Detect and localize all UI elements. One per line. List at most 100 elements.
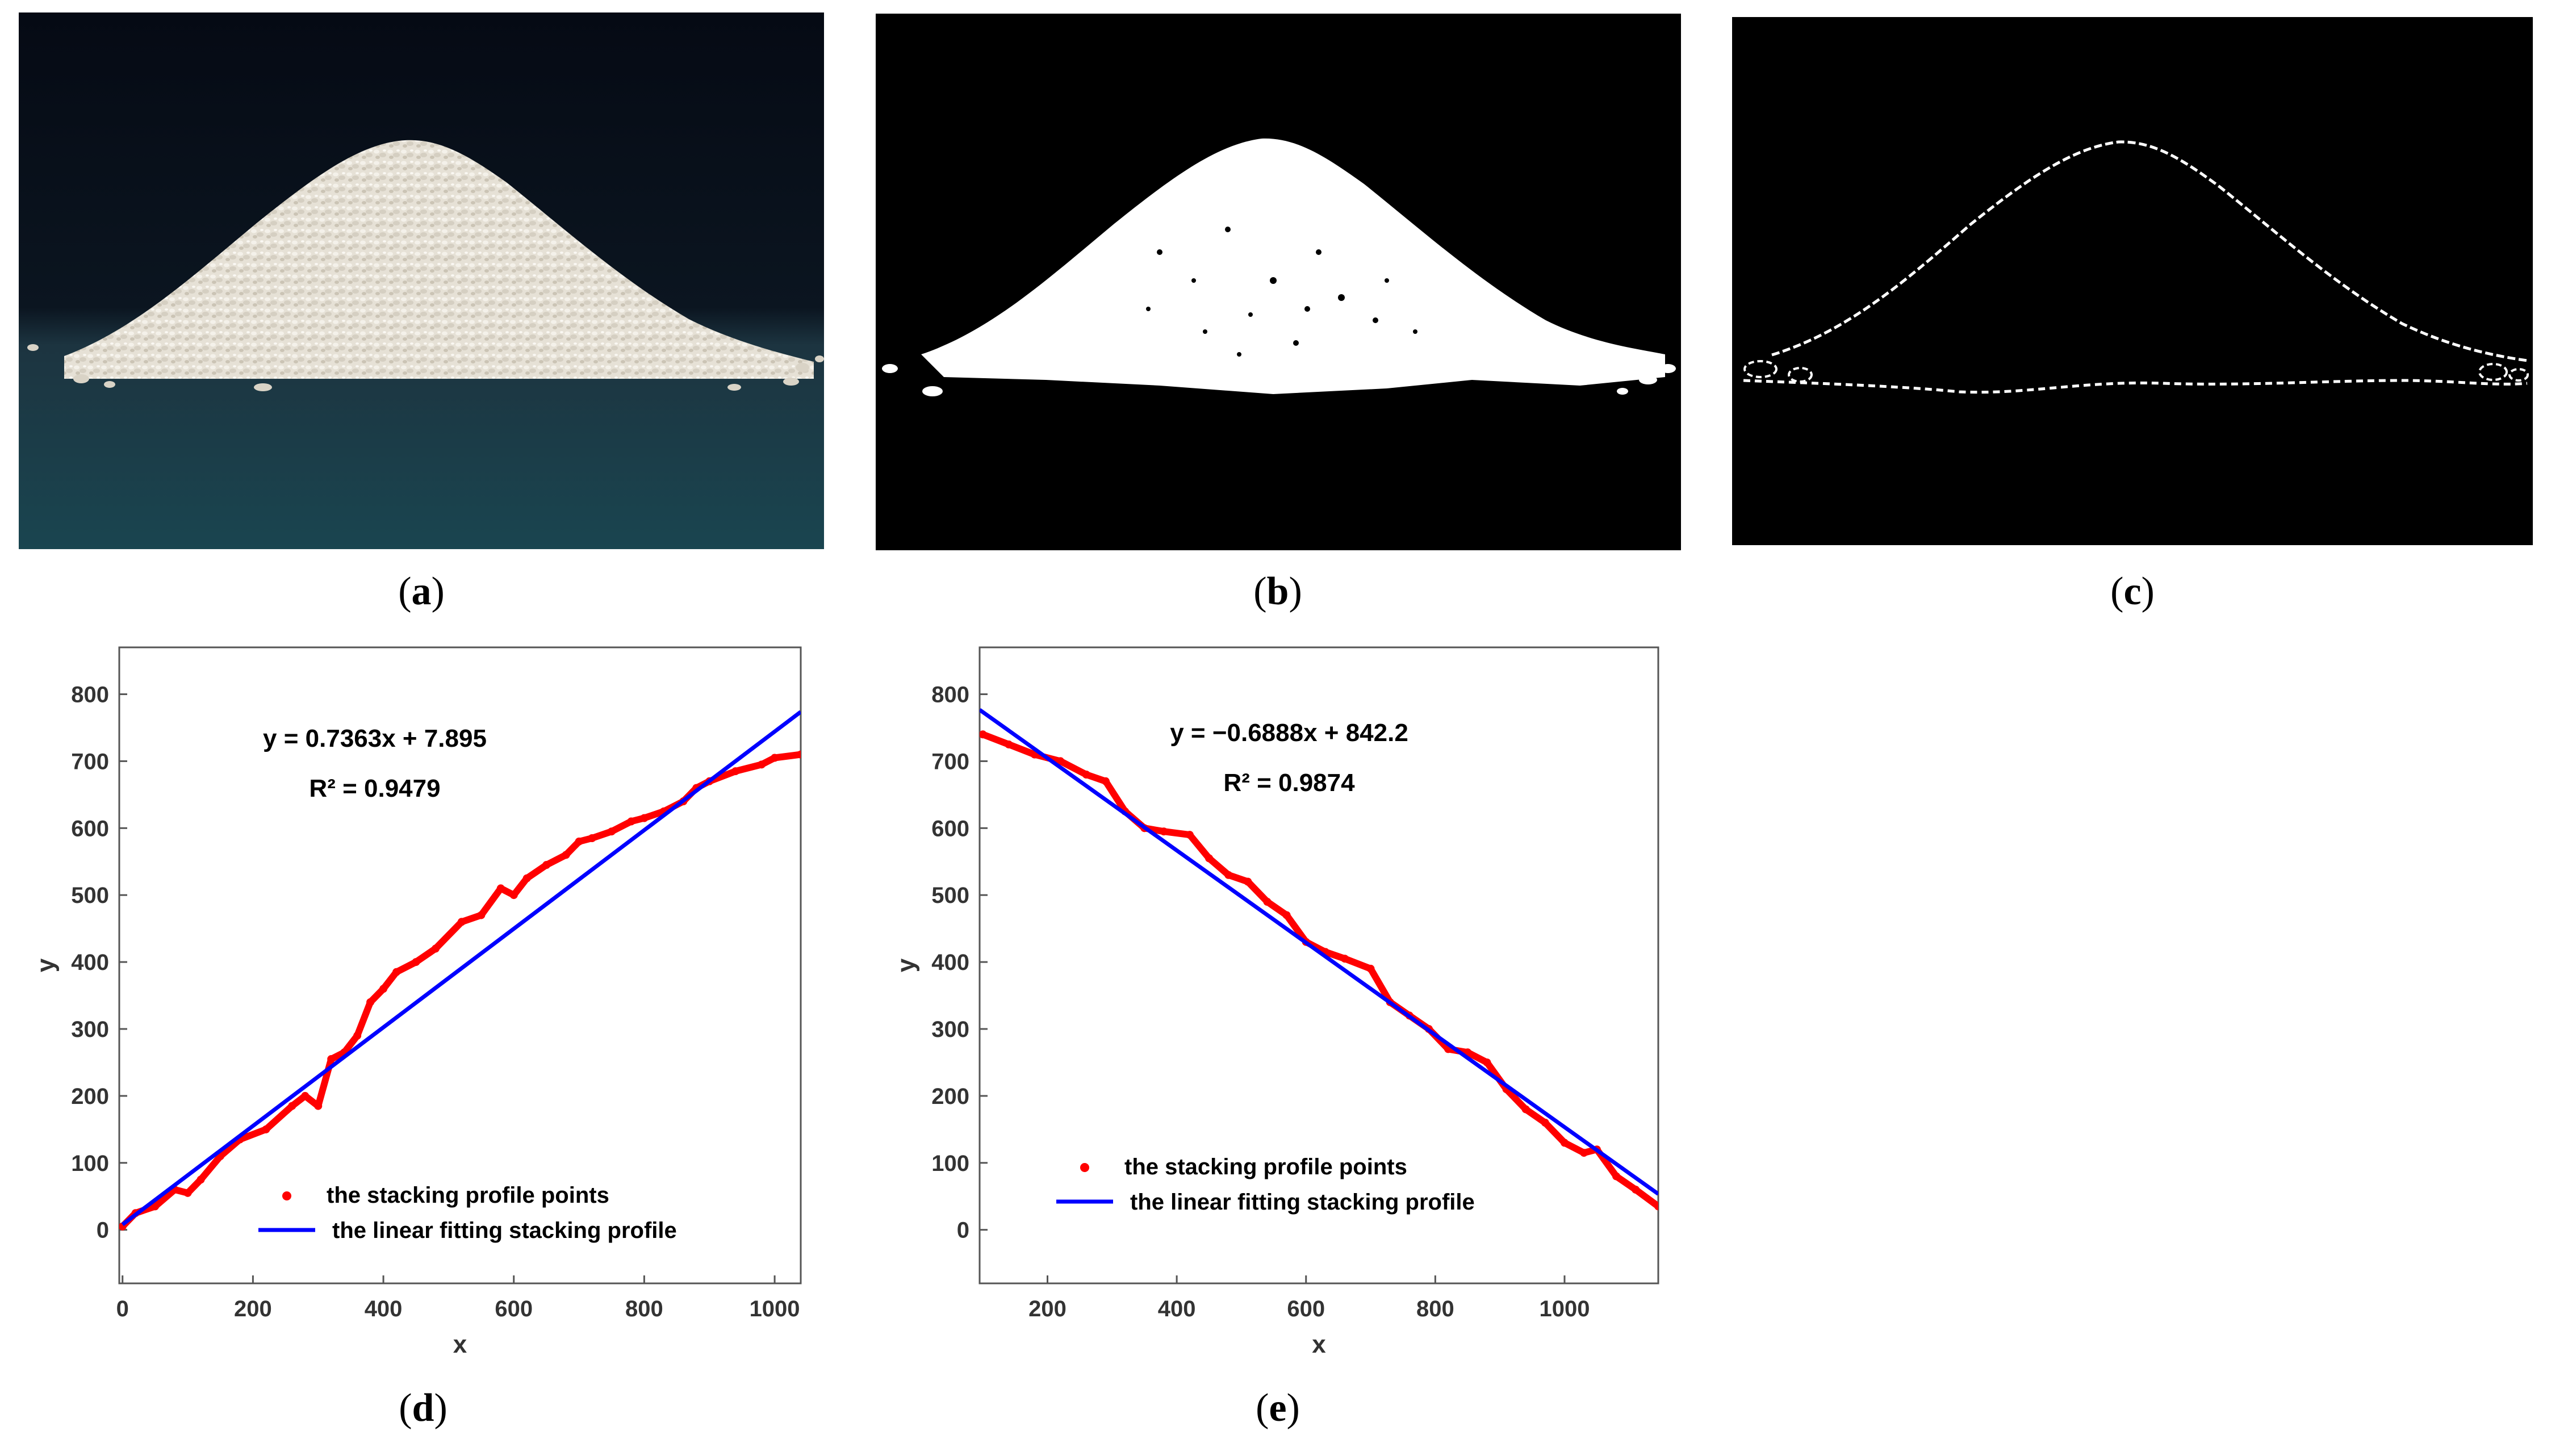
x-tick-label: 600 [495, 1296, 533, 1321]
profile-point [314, 1102, 323, 1110]
legend-points-label: the stacking profile points [327, 1183, 609, 1208]
caption-a-letter: a [411, 570, 432, 613]
linear-fit-line [121, 710, 801, 1227]
profile-point [758, 760, 766, 769]
profile-point [542, 861, 551, 869]
y-tick-label: 100 [931, 1151, 969, 1176]
caption-d: (d) [399, 1386, 448, 1430]
y-axis-label: y [892, 958, 920, 972]
y-tick-label: 100 [71, 1151, 109, 1176]
profile-point [477, 911, 486, 919]
profile-point [1101, 777, 1110, 785]
profile-point [379, 985, 388, 993]
profile-point [575, 837, 583, 846]
plot-area-frame [978, 646, 1659, 1285]
profile-point [771, 754, 779, 762]
y-tick-label: 700 [931, 749, 969, 774]
y-tick-label: 700 [71, 749, 109, 774]
x-tick-label: 1000 [750, 1296, 800, 1321]
y-tick-label: 400 [931, 950, 969, 975]
profile-point [1005, 740, 1013, 748]
y-tick-label: 200 [931, 1084, 969, 1109]
y-tick-label: 0 [97, 1218, 109, 1243]
profile-point [797, 750, 801, 759]
y-tick-label: 500 [931, 883, 969, 908]
profile-point [183, 1189, 192, 1197]
profile-point [353, 1031, 362, 1040]
profile-point [431, 944, 440, 953]
legend-line-label: the linear fitting stacking profile [1130, 1190, 1475, 1215]
y-tick-label: 600 [931, 816, 969, 841]
profile-point [522, 874, 531, 882]
caption-e: (e) [1256, 1386, 1300, 1430]
caption-a: (a) [398, 570, 445, 613]
legend-points-label: the stacking profile points [1124, 1154, 1407, 1179]
chart-d-svg: 0 200 400 600 800 1000 0 100 200 300 400 500 600 700 8… [32, 646, 802, 1358]
profile-point [1654, 1202, 1658, 1211]
profile-point [1580, 1149, 1588, 1157]
profile-point [1282, 911, 1291, 919]
profile-point [1612, 1172, 1621, 1181]
profile-point [1082, 771, 1090, 779]
legend-points-marker [1080, 1163, 1089, 1172]
x-axis-label: x [453, 1331, 467, 1358]
profile-point [327, 1055, 336, 1064]
caption-b: (b) [1253, 570, 1302, 613]
y-axis-label: y [32, 958, 60, 972]
profile-point [562, 851, 570, 859]
profile-point [627, 817, 635, 826]
chart-d: 0 200 400 600 800 1000 0 100 200 300 400 500 600 700 8… [0, 630, 823, 1386]
legend-points-marker [282, 1191, 291, 1200]
profile-point [1263, 898, 1272, 906]
binary-segmentation-image [876, 14, 1681, 550]
binary-segmentation-svg [876, 14, 1681, 550]
y-tick-label: 800 [71, 683, 109, 708]
x-tick-label: 1000 [1539, 1296, 1590, 1321]
profile-point [980, 730, 987, 739]
y-tick-label: 400 [71, 950, 109, 975]
profile-point [392, 968, 401, 976]
y-tick-label: 600 [71, 816, 109, 841]
profile-point [412, 958, 420, 967]
x-tick-label: 800 [625, 1296, 663, 1321]
x-tick-label: 200 [234, 1296, 272, 1321]
x-tick-label: 400 [1158, 1296, 1196, 1321]
plot-marks [119, 710, 801, 1231]
chart-e: 200 400 600 800 1000 0 100 200 300 400 500 600 700 80… [852, 630, 1675, 1386]
edge-detection-svg [1732, 17, 2533, 545]
caption-d-letter: d [412, 1386, 434, 1430]
profile-point [1056, 757, 1065, 765]
plot-marks [980, 708, 1658, 1211]
plot-area-frame [118, 646, 802, 1285]
x-tick-label: 0 [116, 1296, 129, 1321]
profile-point [1185, 831, 1194, 839]
y-tick-label: 300 [71, 1017, 109, 1042]
fit-r-squared: R² = 0.9479 [309, 775, 440, 802]
profile-point [196, 1175, 205, 1184]
profile-point [262, 1125, 270, 1133]
y-tick-label: 0 [957, 1218, 969, 1243]
profile-point [457, 918, 466, 926]
profile-point [1224, 871, 1233, 879]
profile-point [1366, 964, 1375, 973]
profile-points-trace [980, 731, 1658, 1210]
photo-granule-pile-svg [19, 12, 824, 549]
legend-line-label: the linear fitting stacking profile [332, 1218, 677, 1243]
x-tick-label: 800 [1416, 1296, 1454, 1321]
chart-e-svg: 200 400 600 800 1000 0 100 200 300 400 500 600 700 80… [892, 646, 1659, 1358]
caption-e-letter: e [1269, 1386, 1287, 1430]
x-tick-label: 600 [1287, 1296, 1325, 1321]
x-tick-label: 200 [1028, 1296, 1067, 1321]
caption-b-letter: b [1266, 570, 1289, 613]
profile-point [1341, 955, 1349, 963]
profile-point [301, 1091, 310, 1100]
profile-point [1632, 1185, 1640, 1194]
profile-point [151, 1202, 160, 1211]
profile-point [509, 891, 518, 899]
y-tick-label: 200 [71, 1084, 109, 1109]
profile-point [1205, 854, 1214, 863]
profile-point [1160, 827, 1168, 836]
fit-equation: y = 0.7363x + 7.895 [263, 725, 487, 752]
y-tick-label: 300 [931, 1017, 969, 1042]
y-tick-label: 500 [71, 883, 109, 908]
